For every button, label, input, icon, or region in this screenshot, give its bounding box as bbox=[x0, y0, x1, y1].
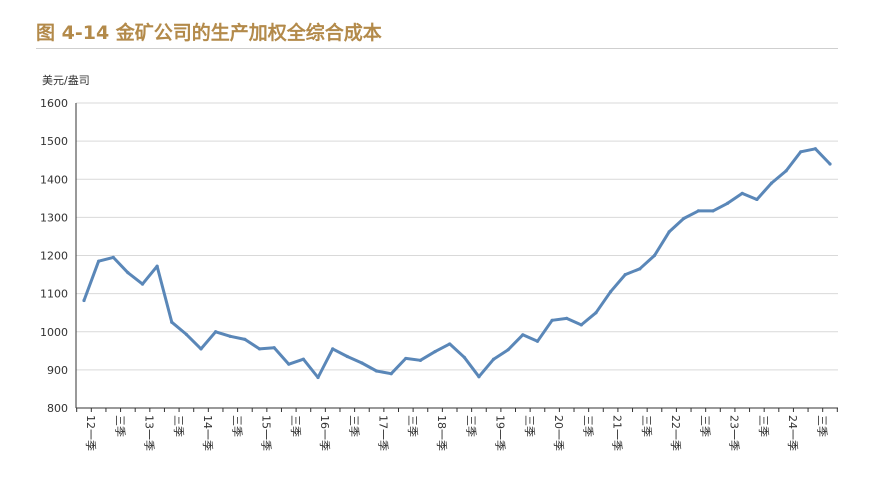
data-point bbox=[784, 169, 788, 173]
data-point bbox=[799, 150, 803, 154]
x-tick-label: 三季 bbox=[640, 415, 653, 437]
x-axis-tick-labels: 12一季 三季 13一季 三季 14一季 三季 15一季 三季 16一季 三季 17一季 三季 18一季… bbox=[84, 415, 828, 451]
data-point bbox=[228, 334, 232, 338]
data-point bbox=[404, 356, 408, 361]
data-point bbox=[155, 264, 159, 268]
y-tick-label: 1600 bbox=[40, 97, 68, 110]
data-point bbox=[199, 347, 203, 351]
data-point bbox=[111, 255, 115, 260]
data-point bbox=[638, 267, 642, 271]
data-point bbox=[755, 197, 759, 202]
x-tick-label: 14一季 bbox=[201, 415, 214, 451]
data-point bbox=[126, 271, 130, 275]
data-point bbox=[682, 216, 686, 221]
series-polyline bbox=[82, 147, 832, 379]
x-tick-label: 三季 bbox=[523, 415, 536, 437]
x-tick-label: 三季 bbox=[289, 415, 302, 437]
data-point bbox=[579, 323, 583, 327]
y-tick-label: 1000 bbox=[40, 326, 68, 339]
x-tick-label: 三季 bbox=[230, 415, 243, 437]
data-point bbox=[828, 162, 832, 166]
x-tick-label: 三季 bbox=[815, 415, 828, 437]
data-point bbox=[214, 330, 218, 334]
data-point bbox=[726, 201, 730, 205]
data-point bbox=[506, 348, 510, 352]
data-point bbox=[550, 318, 554, 322]
x-tick-label: 19一季 bbox=[494, 415, 507, 451]
data-point bbox=[374, 369, 379, 373]
y-tick-label: 1300 bbox=[40, 211, 68, 224]
x-tick-label: 三季 bbox=[464, 415, 477, 437]
x-tick-label: 三季 bbox=[581, 415, 594, 437]
data-point bbox=[696, 209, 700, 213]
series-line bbox=[82, 147, 832, 380]
y-tick-label: 1100 bbox=[40, 288, 68, 301]
data-point bbox=[594, 311, 598, 315]
data-point bbox=[316, 375, 320, 380]
data-point bbox=[170, 320, 174, 324]
x-tick-label: 16一季 bbox=[318, 415, 331, 451]
data-point bbox=[608, 290, 613, 294]
data-point bbox=[535, 339, 540, 343]
y-axis-ticks: 800 900 1000 1100 1200 1300 1400 1500 1600 bbox=[40, 97, 68, 415]
y-tick-label: 1500 bbox=[40, 135, 68, 148]
x-tick-label: 13一季 bbox=[143, 415, 156, 451]
x-tick-label: 12一季 bbox=[84, 415, 97, 451]
data-point bbox=[287, 362, 291, 366]
data-point bbox=[521, 333, 525, 337]
data-point bbox=[272, 346, 276, 350]
data-point bbox=[667, 230, 671, 234]
y-tick-label: 900 bbox=[47, 364, 68, 377]
chart-title: 图 4-14 金矿公司的生产加权全综合成本 bbox=[36, 22, 382, 44]
x-tick-label: 18一季 bbox=[435, 415, 448, 451]
x-tick-label: 三季 bbox=[347, 415, 360, 437]
data-point bbox=[389, 372, 393, 376]
data-point bbox=[623, 272, 627, 277]
data-point bbox=[331, 347, 335, 351]
data-point bbox=[345, 354, 349, 359]
data-point bbox=[462, 355, 466, 359]
data-point bbox=[565, 316, 569, 321]
x-tick-label: 三季 bbox=[406, 415, 419, 437]
data-point bbox=[360, 361, 364, 365]
x-axis bbox=[75, 103, 838, 412]
data-point bbox=[301, 357, 306, 361]
y-tick-label: 1200 bbox=[40, 250, 68, 263]
data-point bbox=[433, 349, 437, 354]
x-tick-label: 23一季 bbox=[728, 415, 741, 451]
data-point bbox=[813, 147, 817, 151]
data-point bbox=[769, 181, 774, 185]
data-point bbox=[711, 209, 715, 213]
x-tick-label: 17一季 bbox=[377, 415, 390, 451]
data-point bbox=[184, 332, 188, 337]
gridlines bbox=[76, 102, 838, 371]
x-tick-label: 三季 bbox=[698, 415, 711, 437]
y-tick-label: 800 bbox=[47, 402, 68, 415]
data-point bbox=[82, 298, 86, 303]
x-tick-label: 三季 bbox=[757, 415, 770, 437]
x-tick-label: 三季 bbox=[113, 415, 126, 437]
data-point bbox=[477, 375, 481, 379]
data-point bbox=[140, 282, 145, 286]
data-point bbox=[418, 358, 423, 362]
data-point bbox=[97, 259, 101, 263]
x-tick-label: 20一季 bbox=[552, 415, 565, 451]
x-tick-label: 15一季 bbox=[260, 415, 273, 451]
y-axis-label: 美元/盎司 bbox=[42, 73, 90, 87]
y-tick-label: 1400 bbox=[40, 173, 68, 186]
x-tick-label: 21一季 bbox=[611, 415, 624, 451]
x-tick-label: 22一季 bbox=[669, 415, 682, 451]
data-point bbox=[740, 191, 744, 195]
data-point bbox=[448, 342, 452, 346]
x-tick-label: 24一季 bbox=[786, 415, 799, 451]
data-point bbox=[243, 337, 247, 341]
x-tick-label: 三季 bbox=[172, 415, 185, 437]
data-point bbox=[257, 347, 262, 351]
data-point bbox=[652, 253, 657, 258]
data-point bbox=[491, 357, 496, 361]
title-divider bbox=[36, 48, 838, 49]
